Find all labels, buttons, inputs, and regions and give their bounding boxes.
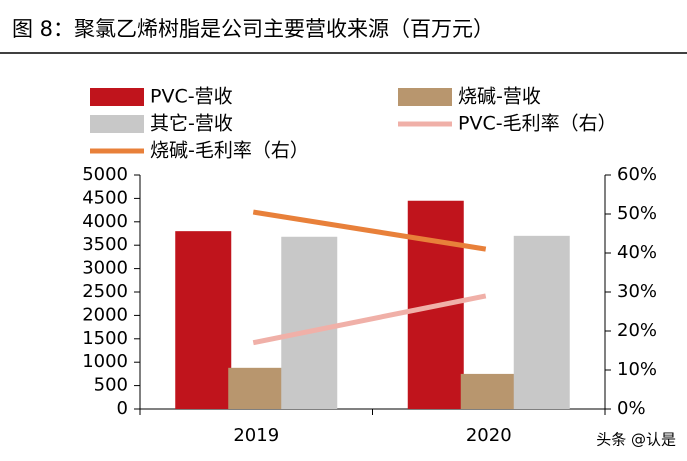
y2-tick-label: 50% [617, 203, 657, 224]
y-tick-label: 2500 [82, 281, 128, 302]
x-tick-label: 2020 [466, 425, 512, 446]
y2-tick-label: 60% [617, 164, 657, 185]
y-tick-label: 3000 [82, 258, 128, 279]
legend-label: 其它-营收 [150, 113, 233, 135]
y-tick-label: 0 [117, 398, 128, 419]
legend-label: PVC-毛利率（右） [458, 113, 617, 135]
bar [460, 373, 517, 409]
y-tick-label: 5000 [82, 164, 128, 185]
legend-label: 烧碱-毛利率（右） [150, 140, 309, 162]
y2-tick-label: 10% [617, 359, 657, 380]
y-tick-label: 4000 [82, 211, 128, 232]
y2-tick-label: 0% [617, 398, 646, 419]
y-tick-label: 4500 [82, 187, 128, 208]
y2-tick-label: 40% [617, 242, 657, 263]
y-tick-label: 1000 [82, 351, 128, 372]
bar [513, 235, 570, 409]
y-tick-label: 1500 [82, 328, 128, 349]
chart-title: 图 8：聚氯乙烯树脂是公司主要营收来源（百万元） [12, 17, 494, 41]
y2-tick-label: 20% [617, 320, 657, 341]
watermark: 头条 @认是 [596, 431, 676, 449]
legend-swatch [398, 88, 452, 106]
y-tick-label: 500 [94, 375, 128, 396]
y2-tick-label: 30% [617, 281, 657, 302]
bar [281, 236, 338, 409]
legend-swatch [90, 115, 144, 133]
line [252, 209, 487, 252]
legend-label: PVC-营收 [150, 86, 233, 108]
bar [175, 231, 232, 409]
y-tick-label: 3500 [82, 234, 128, 255]
legend-label: 烧碱-营收 [458, 86, 541, 108]
x-tick-label: 2019 [233, 425, 279, 446]
legend-swatch [90, 88, 144, 106]
y-tick-label: 2000 [82, 304, 128, 325]
bar [228, 367, 285, 409]
line [252, 293, 487, 346]
